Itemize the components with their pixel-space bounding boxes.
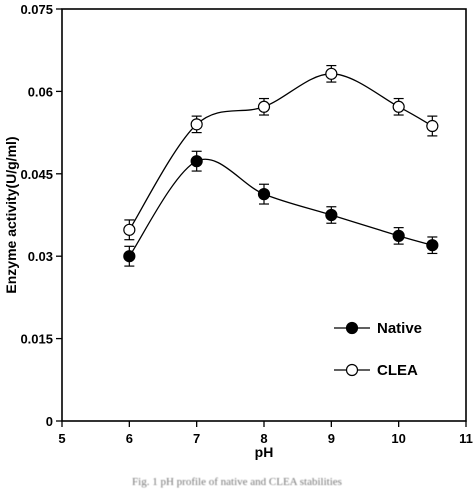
x-tick-label: 10	[391, 431, 405, 446]
x-tick-label: 6	[126, 431, 133, 446]
data-point-native	[325, 208, 338, 222]
data-point-native	[257, 188, 271, 201]
x-tick-label: 11	[459, 431, 473, 446]
legend-label-clea: CLEA	[377, 362, 418, 379]
legend-label-native: Native	[377, 320, 422, 337]
data-point-native	[426, 239, 439, 252]
y-tick-label: 0.045	[20, 167, 53, 182]
data-point-clea	[123, 223, 136, 236]
x-tick-label: 5	[58, 431, 65, 446]
x-axis-title: pH	[255, 444, 274, 460]
data-point-clea	[426, 119, 439, 133]
data-point-clea	[190, 118, 203, 131]
data-point-clea	[325, 67, 338, 80]
y-axis-title: Enzyme activity(U/g/ml)	[3, 136, 19, 293]
series-layer	[123, 64, 439, 267]
series-clea	[123, 64, 439, 241]
y-tick-label: 0	[46, 414, 53, 429]
series-line-native	[128, 158, 433, 257]
legend-marker-clea	[345, 363, 359, 377]
y-tick-label: 0.06	[28, 84, 53, 99]
series-native	[123, 150, 439, 267]
data-point-native	[392, 229, 405, 242]
data-point-clea	[257, 100, 271, 113]
legend-marker-native	[345, 321, 359, 335]
series-line-clea	[128, 73, 433, 231]
x-tick-label: 8	[260, 431, 267, 446]
axes: 5 6 7 8 9 10 11 0 0.015 0.03 0.045 0.06 0.075 pH Enzym…	[3, 2, 473, 460]
data-point-clea	[392, 100, 405, 113]
x-tick-label: 9	[328, 431, 335, 446]
data-point-native	[190, 155, 203, 168]
plot-frame	[61, 8, 467, 422]
y-tick-label: 0.03	[28, 249, 53, 264]
data-point-native	[123, 250, 136, 263]
legend: Native CLEA	[334, 320, 422, 379]
figure-caption: Fig. 1 pH profile of native and CLEA sta…	[132, 476, 342, 488]
y-tick-label: 0.075	[20, 2, 53, 17]
chart-area: 5 6 7 8 9 10 11 0 0.015 0.03 0.045 0.06 0.075 pH Enzym…	[3, 2, 473, 460]
y-tick-label: 0.015	[20, 332, 53, 347]
x-tick-label: 7	[193, 431, 200, 446]
